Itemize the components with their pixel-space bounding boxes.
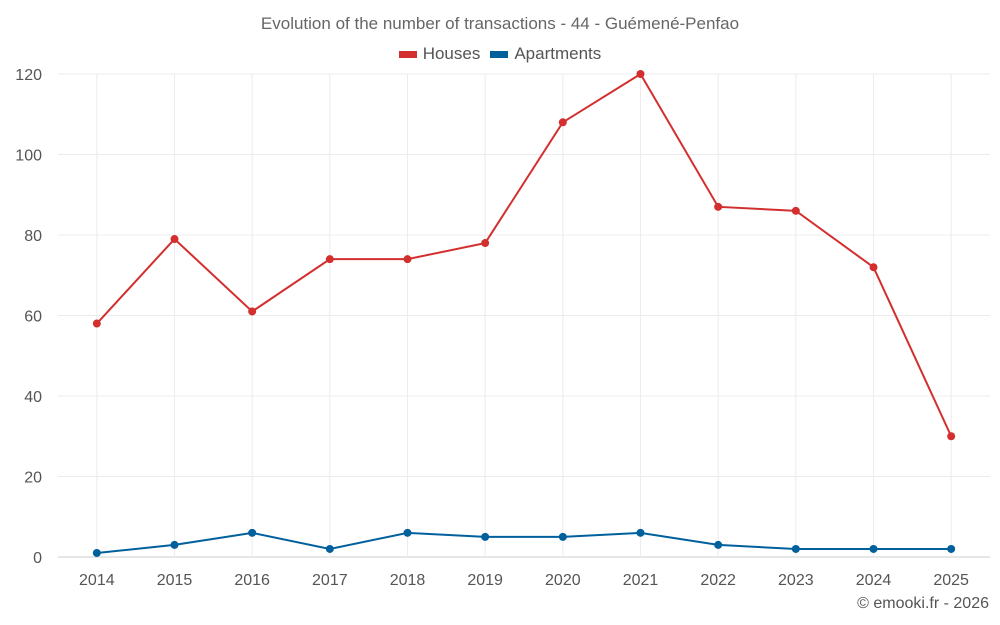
series-line-apartments	[96, 531, 952, 554]
data-point-apartments	[947, 544, 956, 553]
x-tick-label: 2014	[79, 572, 115, 589]
y-tick-label: 40	[24, 389, 42, 406]
data-point-houses	[947, 432, 956, 441]
legend-label-apartments: Apartments	[514, 44, 602, 63]
legend-item-houses[interactable]: Houses	[398, 44, 481, 64]
x-tick-label: 2018	[390, 572, 426, 589]
legend-swatch-houses	[398, 50, 417, 58]
x-tick-label: 2024	[856, 572, 892, 589]
copyright-footer: © emooki.fr - 2026	[857, 595, 989, 612]
data-point-apartments	[558, 532, 567, 541]
chart-legend: Houses Apartments	[0, 44, 1000, 64]
x-tick-label: 2016	[234, 572, 270, 589]
data-point-houses	[558, 118, 567, 127]
data-point-apartments	[403, 528, 412, 537]
data-point-houses	[403, 255, 412, 264]
y-tick-label: 0	[33, 550, 42, 567]
legend-swatch-apartments	[490, 50, 509, 58]
y-tick-label: 100	[15, 148, 42, 165]
data-point-apartments	[714, 540, 723, 549]
data-point-apartments	[869, 544, 878, 553]
data-point-apartments	[248, 528, 257, 537]
series-line-houses	[96, 72, 953, 437]
data-point-apartments	[791, 544, 800, 553]
x-tick-label: 2017	[312, 572, 348, 589]
x-tick-label: 2025	[933, 572, 969, 589]
data-point-houses	[248, 307, 257, 316]
data-point-apartments	[325, 544, 334, 553]
data-point-apartments	[481, 532, 490, 541]
x-tick-label: 2023	[778, 572, 814, 589]
data-point-houses	[325, 255, 334, 264]
x-tick-label: 2020	[545, 572, 581, 589]
data-point-houses	[481, 239, 490, 248]
x-tick-label: 2021	[623, 572, 659, 589]
y-tick-label: 80	[24, 228, 42, 245]
y-tick-label: 20	[24, 470, 42, 487]
data-point-houses	[636, 70, 645, 78]
legend-item-apartments[interactable]: Apartments	[490, 44, 601, 64]
x-tick-label: 2015	[157, 572, 193, 589]
data-point-houses	[92, 319, 101, 328]
legend-label-houses: Houses	[422, 44, 481, 63]
data-point-houses	[170, 235, 179, 244]
data-point-apartments	[170, 540, 179, 549]
x-tick-label: 2019	[467, 572, 503, 589]
data-point-houses	[791, 206, 800, 215]
x-tick-label: 2022	[700, 572, 736, 589]
data-point-apartments	[92, 548, 101, 557]
y-tick-label: 120	[15, 67, 42, 84]
chart-title: Evolution of the number of transactions …	[260, 14, 740, 33]
data-point-houses	[714, 202, 723, 211]
data-point-houses	[869, 263, 878, 272]
y-tick-label: 60	[24, 309, 42, 326]
data-point-apartments	[636, 528, 645, 537]
